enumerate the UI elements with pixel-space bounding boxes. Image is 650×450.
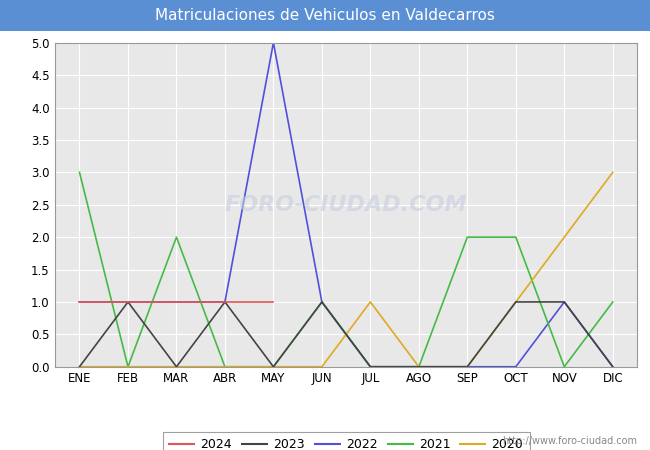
Text: FORO-CIUDAD.COM: FORO-CIUDAD.COM xyxy=(225,195,467,215)
Legend: 2024, 2023, 2022, 2021, 2020: 2024, 2023, 2022, 2021, 2020 xyxy=(162,432,530,450)
Text: Matriculaciones de Vehiculos en Valdecarros: Matriculaciones de Vehiculos en Valdecar… xyxy=(155,8,495,23)
Text: http://www.foro-ciudad.com: http://www.foro-ciudad.com xyxy=(502,436,637,446)
